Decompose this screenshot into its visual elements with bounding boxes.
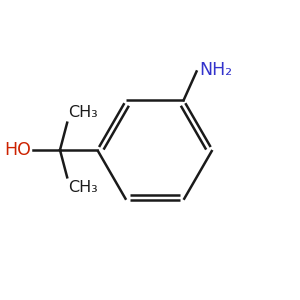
Text: HO: HO	[5, 141, 32, 159]
Text: CH₃: CH₃	[69, 105, 98, 120]
Text: NH₂: NH₂	[199, 61, 232, 79]
Text: CH₃: CH₃	[69, 180, 98, 195]
